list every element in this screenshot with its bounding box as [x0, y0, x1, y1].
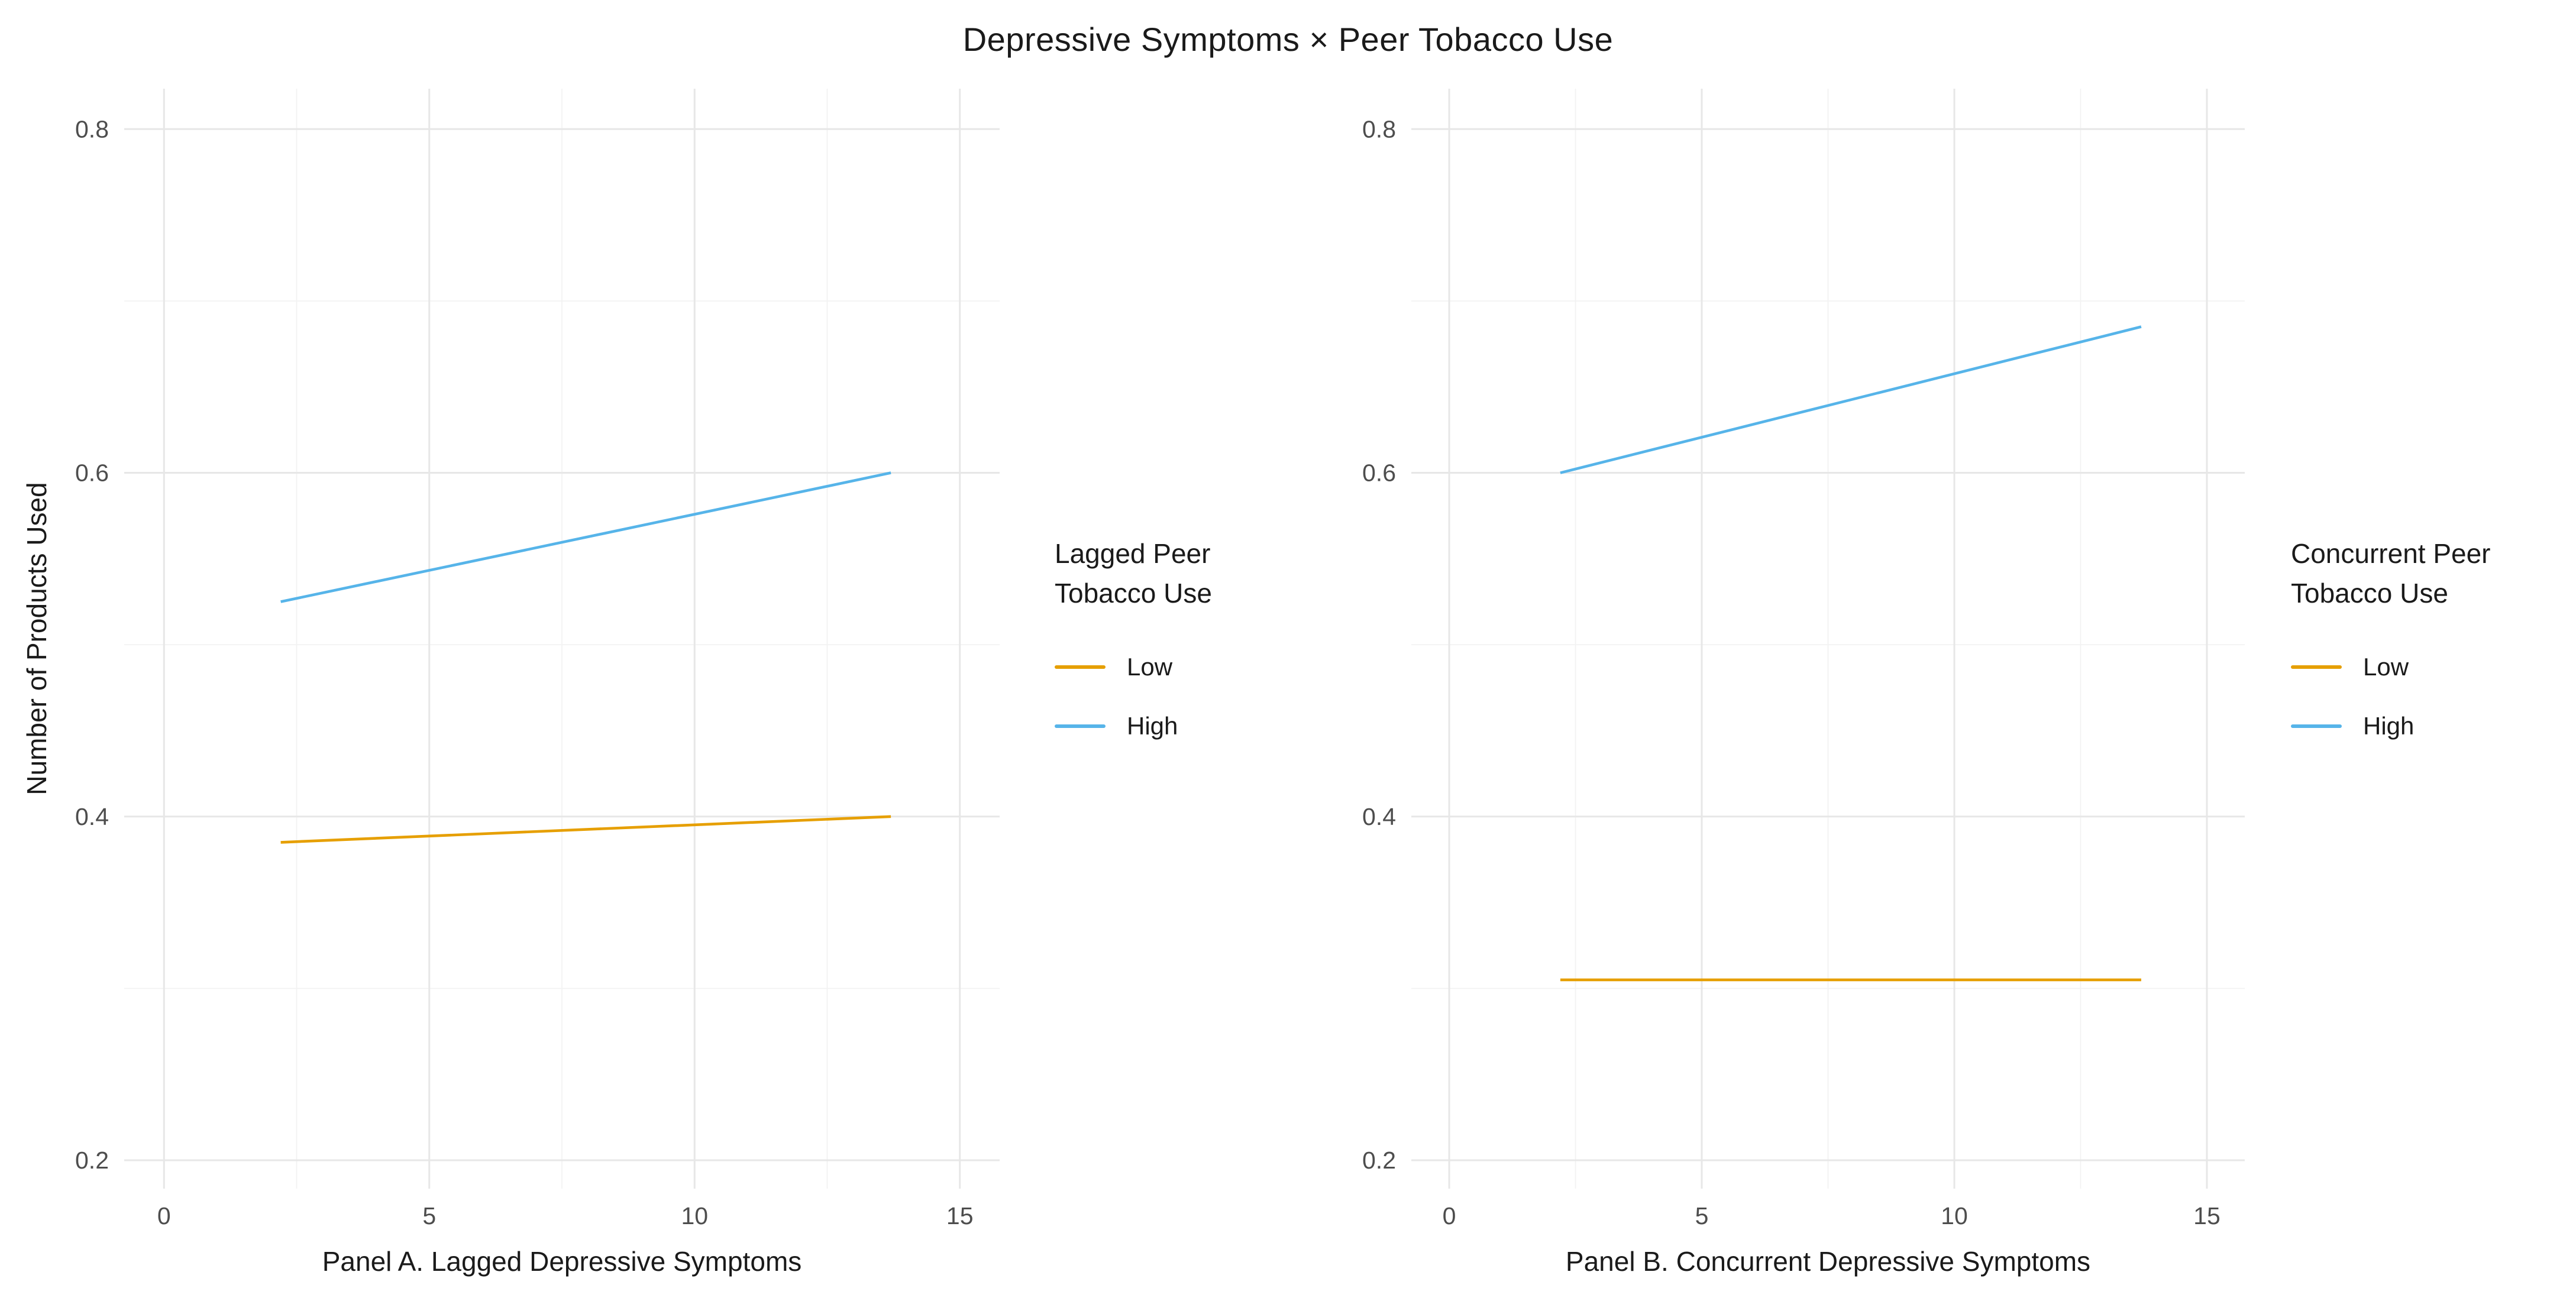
series-line-low [280, 815, 891, 844]
legend-key-line-high [1055, 724, 1106, 729]
legend-key-line-high [2291, 724, 2342, 729]
legend-label-low: Low [2363, 653, 2409, 681]
y-tick-label: 0.8 [1362, 115, 1396, 143]
legend-item-low: Low [1055, 637, 1212, 697]
y-tick-label: 0.2 [1362, 1147, 1396, 1174]
y-tick-label: 0.4 [75, 803, 109, 830]
x-tick-label: 15 [2193, 1202, 2221, 1229]
x-tick-label: 10 [1941, 1202, 1968, 1229]
x-tick-label: 10 [681, 1202, 708, 1229]
legend-label-high: High [1127, 712, 1178, 740]
legend-label-low: Low [1127, 653, 1173, 681]
y-tick-label: 0.6 [75, 459, 109, 487]
y-tick-label: 0.6 [1362, 459, 1396, 487]
legend-key-line-low [1055, 665, 1106, 669]
legend-title: Lagged Peer Tobacco Use [1055, 538, 1212, 609]
legend-item-high: High [2291, 697, 2491, 756]
legend-panel-a: Lagged Peer Tobacco Use Low High [1055, 534, 1212, 756]
x-tick-label: 0 [157, 1202, 171, 1229]
x-tick-label: 5 [1695, 1202, 1709, 1229]
series-line-high [280, 471, 891, 603]
legend-item-high: High [1055, 697, 1212, 756]
chart-title: Depressive Symptoms × Peer Tobacco Use [962, 21, 1614, 58]
x-tick-label: 5 [422, 1202, 436, 1229]
x-tick-label: 15 [946, 1202, 974, 1229]
y-tick-label: 0.8 [75, 115, 109, 143]
y-tick-label: 0.4 [1362, 803, 1396, 830]
x-tick-label: 0 [1443, 1202, 1456, 1229]
legend-key-line-low [2291, 665, 2342, 669]
legend-label-high: High [2363, 712, 2415, 740]
panel-b-x-axis-title: Panel B. Concurrent Depressive Symptoms [1565, 1246, 2091, 1277]
y-tick-label: 0.2 [75, 1147, 109, 1174]
legend-panel-b: Concurrent Peer Tobacco Use Low High [2291, 534, 2491, 756]
series-line-high [1560, 325, 2142, 474]
legend-item-low: Low [2291, 637, 2491, 697]
legend-title: Concurrent Peer Tobacco Use [2291, 538, 2491, 609]
panel-a-x-axis-title: Panel A. Lagged Depressive Symptoms [322, 1246, 802, 1277]
